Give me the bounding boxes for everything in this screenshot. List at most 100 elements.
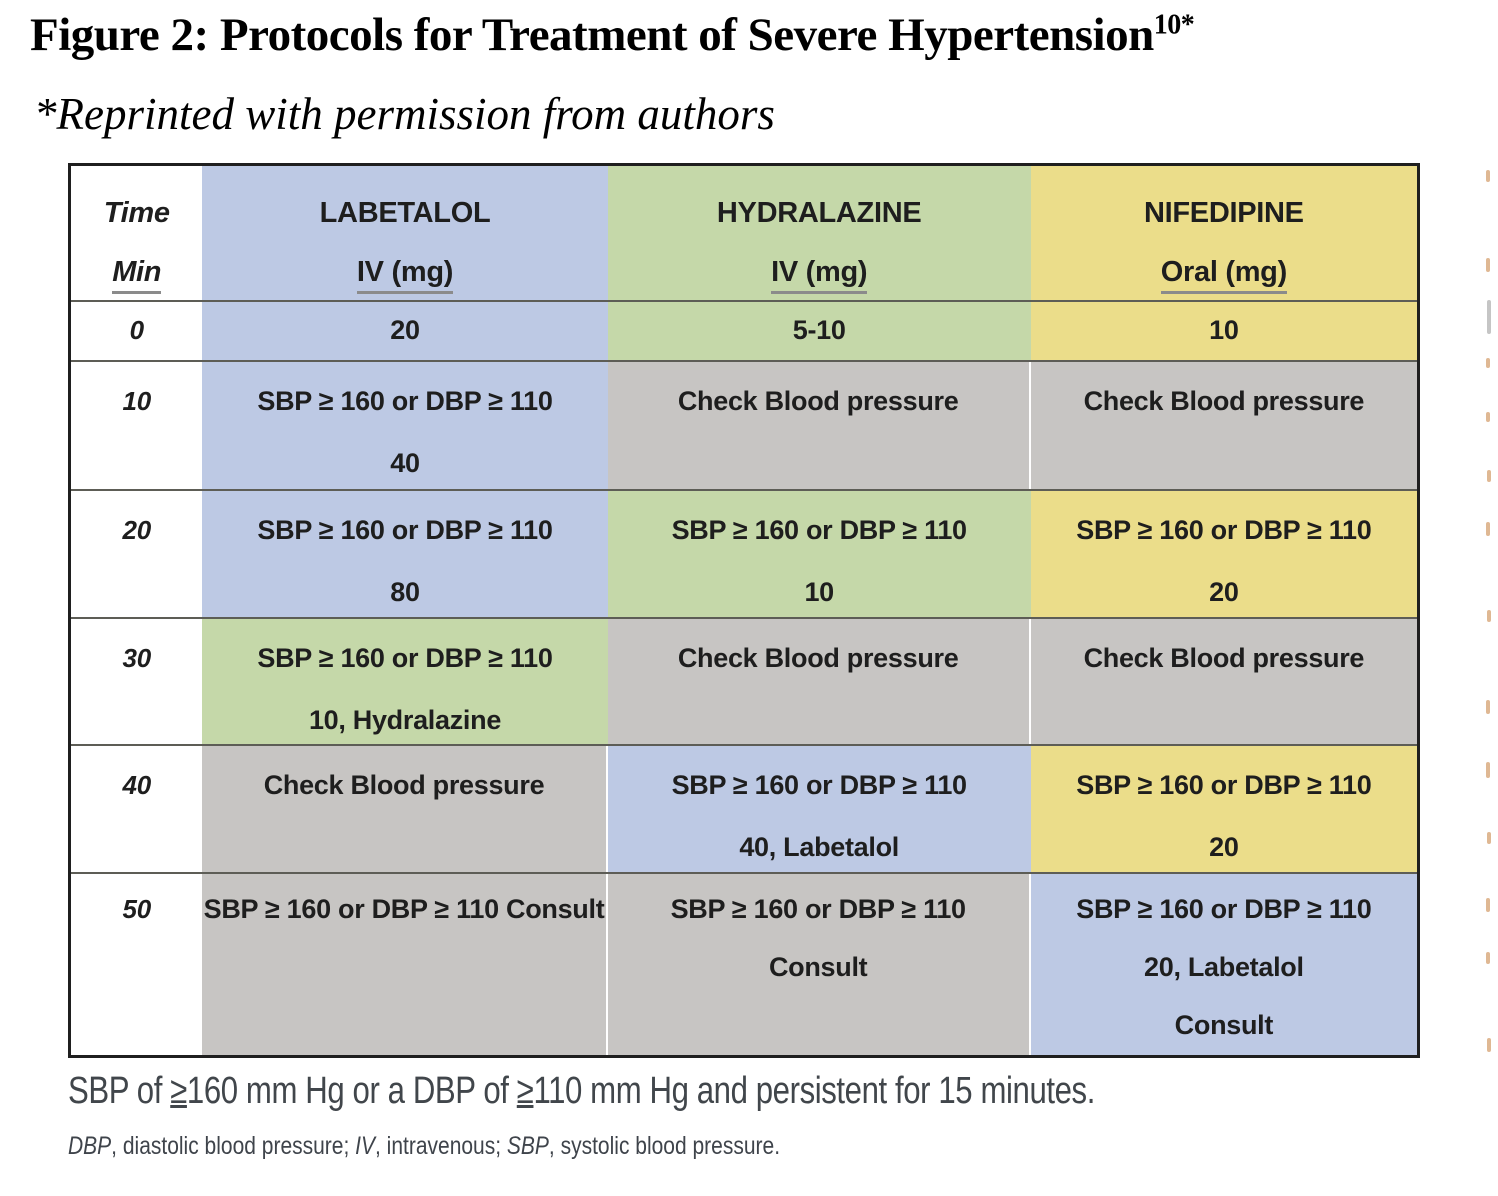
- cell-line: SBP ≥ 160 or DBP ≥ 110: [1076, 893, 1372, 924]
- time-cell: 40: [71, 746, 203, 872]
- drug-header-cell-hydralazine: HYDRALAZINE IV (mg): [607, 166, 1031, 300]
- criteria-text: 110 mm Hg and persistent for 15 minutes.: [533, 1070, 1095, 1112]
- protocol-cell: Check Blood pressure: [607, 619, 1031, 744]
- cell-line: SBP ≥ 160 or DBP ≥ 110: [1076, 514, 1372, 545]
- cell-line: 5-10: [792, 314, 846, 345]
- scan-artifact: [1486, 952, 1490, 964]
- scan-artifact: [1486, 358, 1490, 368]
- criteria-text: 160 mm Hg or a DBP of: [186, 1070, 517, 1112]
- scan-artifact: [1487, 470, 1491, 482]
- abbreviation-term: IV: [355, 1132, 375, 1160]
- time-header-label: Time: [103, 196, 170, 229]
- scan-artifact: [1486, 898, 1490, 912]
- protocol-cell: Check Blood pressure: [1030, 619, 1417, 744]
- cell-line: SBP ≥ 160 or DBP ≥ 110: [1076, 769, 1372, 800]
- cell-line: Consult: [768, 951, 868, 982]
- protocol-table: Time Min LABETALOL IV (mg) HYDRALAZINE I…: [68, 163, 1420, 1058]
- drug-name-label: NIFEDIPINE: [1143, 196, 1304, 229]
- cell-line: 10, Hydralazine: [308, 704, 502, 735]
- protocol-cell: Check Blood pressure: [1030, 362, 1417, 489]
- cell-line: SBP ≥ 160 or DBP ≥ 110: [257, 642, 553, 673]
- criteria-text: SBP of: [68, 1070, 171, 1112]
- cell-line: 80: [390, 576, 420, 607]
- abbreviation-definition: , intravenous;: [374, 1132, 507, 1160]
- figure-title-text: Figure 2: Protocols for Treatment of Sev…: [30, 9, 1154, 61]
- cell-line: SBP ≥ 160 or DBP ≥ 110: [671, 514, 968, 545]
- geq-symbol: ≥: [516, 1070, 534, 1112]
- drug-name-label: LABETALOL: [319, 196, 491, 229]
- time-cell: 0: [71, 302, 203, 360]
- drug-header-cell-nifedipine: NIFEDIPINE Oral (mg): [1030, 166, 1417, 300]
- figure-title: Figure 2: Protocols for Treatment of Sev…: [30, 8, 1195, 62]
- table-row: 40 Check Blood pressure SBP ≥ 160 or DBP ≥…: [71, 744, 1417, 872]
- protocol-cell: SBP ≥ 160 or DBP ≥ 110 20: [1030, 491, 1417, 617]
- protocol-cell: SBP ≥ 160 or DBP ≥ 110 40: [202, 362, 608, 489]
- protocol-cell: SBP ≥ 160 or DBP ≥ 110 20: [1030, 746, 1417, 872]
- drug-route-label: IV (mg): [608, 244, 1031, 300]
- scan-artifact: [1487, 832, 1491, 844]
- table-row: 30 SBP ≥ 160 or DBP ≥ 110 10, Hydralazine C…: [71, 617, 1417, 744]
- protocol-cell: SBP ≥ 160 or DBP ≥ 110 Consult: [607, 874, 1031, 1055]
- time-cell: 30: [71, 619, 203, 744]
- drug-route-label: IV (mg): [202, 244, 607, 300]
- cell-line: 20: [1209, 831, 1239, 862]
- protocol-cell: SBP ≥ 160 or DBP ≥ 110 10: [607, 491, 1031, 617]
- abbreviation-note: DBP, diastolic blood pressure; IV, intra…: [68, 1132, 780, 1161]
- abbreviation-term: DBP: [68, 1132, 112, 1160]
- abbreviation-definition: , diastolic blood pressure;: [111, 1132, 356, 1160]
- geq-symbol: ≥: [170, 1070, 187, 1112]
- cell-line: SBP ≥ 160 or DBP ≥ 110 Consult: [203, 893, 605, 924]
- protocol-cell: 10: [1030, 302, 1417, 360]
- abbreviation-term: SBP: [506, 1132, 549, 1160]
- cell-line: Check Blood pressure: [677, 642, 959, 673]
- protocol-cell: 5-10: [607, 302, 1031, 360]
- protocol-cell: Check Blood pressure: [607, 362, 1031, 489]
- drug-route-label: Oral (mg): [1031, 244, 1417, 300]
- cell-line: 20: [390, 314, 420, 345]
- table-header-row: Time Min LABETALOL IV (mg) HYDRALAZINE I…: [71, 166, 1417, 300]
- cell-line: SBP ≥ 160 or DBP ≥ 110: [257, 385, 553, 416]
- time-value: 40: [122, 769, 152, 800]
- cell-line: Check Blood pressure: [1083, 642, 1365, 673]
- protocol-cell: SBP ≥ 160 or DBP ≥ 110 Consult: [202, 874, 608, 1055]
- scan-artifact: [1486, 522, 1490, 536]
- cell-line: 40: [390, 447, 420, 478]
- cell-line: Consult: [1174, 1009, 1274, 1040]
- figure-title-citation: 10*: [1153, 9, 1195, 41]
- table-row: 10 SBP ≥ 160 or DBP ≥ 110 40 Check Blood pr…: [71, 360, 1417, 489]
- drug-header-cell-labetalol: LABETALOL IV (mg): [202, 166, 608, 300]
- cell-line: SBP ≥ 160 or DBP ≥ 110: [670, 893, 967, 924]
- scan-artifact: [1487, 610, 1491, 622]
- figure-permission-note: *Reprinted with permission from authors: [34, 89, 775, 139]
- scan-artifact: [1486, 170, 1490, 182]
- time-header-cell: Time Min: [71, 166, 203, 300]
- table-row: 0 20 5-10 10: [71, 300, 1417, 360]
- cell-line: 40, Labetalol: [739, 831, 899, 862]
- protocol-cell: 20: [202, 302, 608, 360]
- scan-artifact: [1486, 258, 1490, 272]
- time-cell: 20: [71, 491, 203, 617]
- cell-line: Check Blood pressure: [1083, 385, 1365, 416]
- bp-criteria-note: SBP of ≥160 mm Hg or a DBP of ≥110 mm Hg…: [68, 1070, 1095, 1113]
- time-value: 10: [122, 385, 152, 416]
- scan-artifact: [1486, 762, 1490, 778]
- time-unit-label: Min: [71, 244, 202, 300]
- scan-artifact: [1486, 700, 1490, 714]
- cell-line: SBP ≥ 160 or DBP ≥ 110: [257, 514, 553, 545]
- scan-artifact: [1486, 412, 1490, 422]
- scan-artifact: [1487, 300, 1491, 334]
- table-row: 20 SBP ≥ 160 or DBP ≥ 110 80 SBP ≥ 160 or D…: [71, 489, 1417, 617]
- time-value: 50: [122, 893, 152, 924]
- time-value: 0: [129, 314, 144, 345]
- table-row: 50 SBP ≥ 160 or DBP ≥ 110 Consult SBP ≥ 16…: [71, 872, 1417, 1055]
- time-value: 20: [122, 514, 152, 545]
- time-cell: 10: [71, 362, 203, 489]
- protocol-cell: SBP ≥ 160 or DBP ≥ 110 80: [202, 491, 608, 617]
- cell-line: 20, Labetalol: [1144, 951, 1304, 982]
- protocol-cell: SBP ≥ 160 or DBP ≥ 110 40, Labetalol: [607, 746, 1031, 872]
- cell-line: 20: [1209, 576, 1239, 607]
- cell-line: 10: [1209, 314, 1239, 345]
- protocol-cell: SBP ≥ 160 or DBP ≥ 110 10, Hydralazine: [202, 619, 608, 744]
- cell-line: 10: [804, 576, 834, 607]
